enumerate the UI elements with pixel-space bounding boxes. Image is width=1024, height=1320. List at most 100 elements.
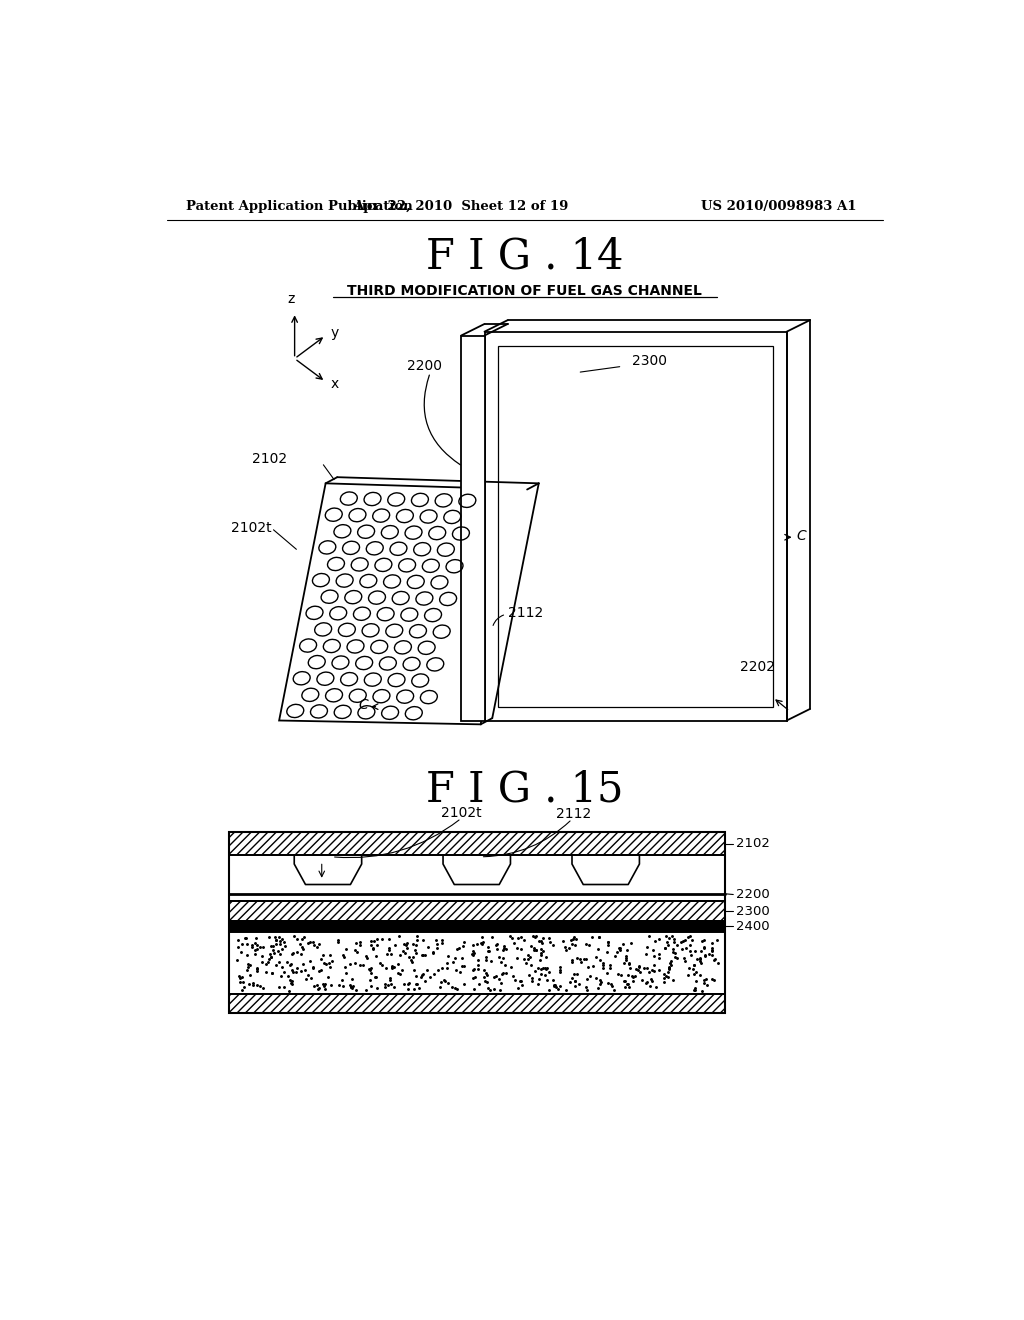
Point — [479, 936, 496, 957]
Point — [537, 957, 553, 978]
Point — [474, 932, 490, 953]
Point — [408, 942, 424, 964]
Point — [292, 933, 308, 954]
Point — [695, 929, 712, 950]
Point — [231, 966, 248, 987]
Point — [456, 956, 472, 977]
Point — [302, 932, 318, 953]
Point — [262, 944, 279, 965]
Point — [465, 940, 481, 961]
Point — [657, 925, 674, 946]
Text: F I G . 14: F I G . 14 — [426, 236, 624, 279]
Point — [232, 941, 249, 962]
Point — [275, 932, 292, 953]
Point — [444, 952, 461, 973]
Point — [245, 973, 261, 994]
Point — [394, 960, 411, 981]
Bar — [228, 994, 725, 1014]
Point — [558, 940, 574, 961]
Point — [415, 964, 431, 985]
Point — [342, 974, 358, 995]
Point — [527, 939, 544, 960]
Point — [510, 928, 526, 949]
Point — [322, 956, 338, 977]
Point — [335, 975, 351, 997]
Point — [618, 973, 635, 994]
Point — [374, 928, 390, 949]
Point — [294, 928, 310, 949]
Text: 2202: 2202 — [740, 660, 775, 673]
Point — [366, 931, 382, 952]
Point — [579, 969, 595, 990]
Point — [568, 928, 585, 949]
Point — [454, 946, 470, 968]
Point — [640, 925, 656, 946]
Point — [606, 979, 623, 1001]
Point — [707, 949, 723, 970]
Point — [449, 978, 465, 999]
Point — [261, 927, 278, 948]
Point — [425, 941, 441, 962]
Point — [279, 952, 295, 973]
Point — [493, 952, 509, 973]
Point — [538, 946, 554, 968]
Point — [651, 946, 668, 968]
Point — [280, 966, 296, 987]
Point — [705, 940, 721, 961]
Text: Patent Application Publication: Patent Application Publication — [186, 201, 413, 214]
Text: 2300: 2300 — [632, 354, 667, 368]
Point — [600, 931, 616, 952]
Point — [281, 979, 297, 1001]
Point — [404, 946, 421, 968]
Point — [234, 972, 251, 993]
Point — [677, 929, 693, 950]
Point — [663, 953, 679, 974]
Point — [694, 979, 711, 1001]
Point — [578, 933, 594, 954]
Point — [669, 948, 685, 969]
Point — [374, 954, 390, 975]
Point — [565, 964, 582, 985]
Point — [681, 935, 697, 956]
Point — [547, 974, 563, 995]
Point — [564, 928, 581, 949]
Point — [658, 932, 675, 953]
Point — [289, 928, 305, 949]
Point — [688, 948, 705, 969]
Point — [631, 957, 647, 978]
Point — [420, 936, 436, 957]
Point — [522, 935, 539, 956]
Point — [403, 952, 420, 973]
Point — [334, 970, 350, 991]
Point — [427, 929, 443, 950]
Point — [271, 933, 288, 954]
Point — [400, 978, 417, 999]
Point — [268, 954, 285, 975]
Point — [548, 975, 564, 997]
Point — [608, 941, 625, 962]
Point — [242, 965, 258, 986]
Point — [683, 945, 699, 966]
Point — [528, 925, 545, 946]
Polygon shape — [280, 483, 527, 725]
Point — [267, 925, 284, 946]
Point — [546, 974, 562, 995]
Point — [546, 975, 562, 997]
Point — [506, 932, 522, 953]
Point — [315, 975, 332, 997]
Point — [591, 927, 607, 948]
Point — [351, 935, 368, 956]
Point — [513, 970, 529, 991]
Point — [646, 945, 663, 966]
Point — [616, 970, 633, 991]
Point — [267, 933, 284, 954]
Point — [252, 936, 268, 957]
Text: THIRD MODIFICATION OF FUEL GAS CHANNEL: THIRD MODIFICATION OF FUEL GAS CHANNEL — [347, 284, 702, 298]
Point — [258, 953, 274, 974]
Point — [486, 978, 503, 999]
Point — [542, 932, 558, 953]
Point — [514, 974, 530, 995]
Point — [665, 969, 681, 990]
Point — [298, 968, 314, 989]
Point — [615, 970, 632, 991]
